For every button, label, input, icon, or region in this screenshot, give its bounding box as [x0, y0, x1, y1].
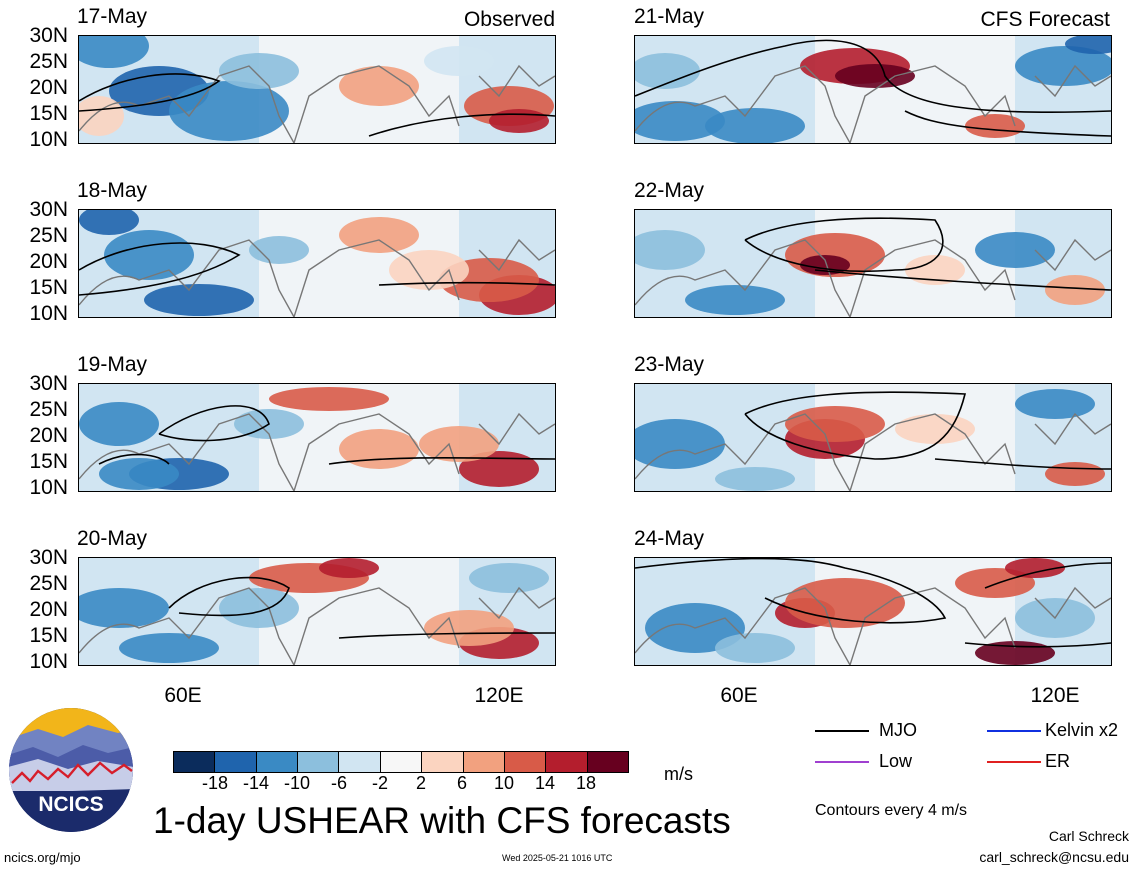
colorbar-tick: -6 — [330, 773, 347, 793]
legend: MJO Kelvin x2 Low ER — [815, 718, 1130, 778]
legend-swatch-low — [815, 761, 869, 763]
lat-label: 10N — [29, 476, 68, 499]
lat-labels-row4: 30N 25N 20N 15N 10N — [2, 546, 68, 673]
lat-label: 15N — [29, 450, 68, 473]
map-panel-24-may — [634, 557, 1112, 666]
colorbar-units: m/s — [664, 764, 693, 784]
panel-date-18-may: 18-May — [77, 179, 148, 202]
map-field-graphic — [635, 558, 1111, 665]
lon-label-60e-right: 60E — [720, 684, 758, 707]
lat-label: 25N — [29, 398, 68, 421]
lat-label: 25N — [29, 224, 68, 247]
lat-label: 15N — [29, 624, 68, 647]
footer-url[interactable]: ncics.org/mjo — [4, 850, 81, 865]
lat-label: 20N — [29, 598, 68, 621]
lat-label: 30N — [29, 198, 68, 221]
observed-tag: Observed — [463, 8, 555, 31]
map-field-graphic — [79, 384, 555, 491]
legend-swatch-er — [987, 761, 1041, 763]
map-field-graphic — [79, 558, 555, 665]
colorbar-tick-labels: -18 -14 -10 -6 -2 2 6 10 14 18 — [173, 773, 627, 795]
colorbar-tick: 6 — [456, 773, 467, 793]
ncics-logo-graphic: NCICS — [9, 708, 133, 832]
footer-author: Carl Schreck — [1048, 828, 1129, 844]
lat-labels-row2: 30N 25N 20N 15N 10N — [2, 198, 68, 325]
colorbar-swatch — [298, 752, 340, 772]
colorbar-swatch — [339, 752, 381, 772]
lat-labels-row3: 30N 25N 20N 15N 10N — [2, 372, 68, 499]
footer-email[interactable]: carl_schreck@ncsu.edu — [979, 849, 1129, 865]
lat-label: 30N — [29, 546, 68, 569]
logo-text: NCICS — [38, 793, 103, 816]
panel-date-17-may: 17-May — [77, 5, 148, 28]
panel-date-21-may: 21-May — [634, 5, 705, 28]
lon-label-120e-right: 120E — [1030, 684, 1080, 707]
colorbar-tick: -10 — [283, 773, 310, 793]
colorbar-swatch — [546, 752, 588, 772]
ncics-logo: NCICS — [8, 707, 134, 833]
lat-label: 10N — [29, 650, 68, 673]
legend-label-low: Low — [879, 751, 913, 771]
colorbar-tick: 10 — [493, 773, 515, 793]
lat-label: 10N — [29, 128, 68, 151]
legend-label-mjo: MJO — [879, 720, 917, 740]
map-field-graphic — [635, 384, 1111, 491]
lat-label: 25N — [29, 572, 68, 595]
lat-label: 20N — [29, 76, 68, 99]
figure-title: 1-day USHEAR with CFS forecasts — [153, 800, 731, 841]
footer-timestamp: Wed 2025-05-21 1016 UTC — [502, 853, 613, 863]
colorbar-tick: 2 — [415, 773, 426, 793]
colorbar-swatch — [256, 752, 299, 772]
lat-label: 30N — [29, 372, 68, 395]
lat-label: 20N — [29, 250, 68, 273]
lat-label: 15N — [29, 102, 68, 125]
colorbar-swatch — [174, 752, 216, 772]
colorbar-swatch — [215, 752, 257, 772]
panel-date-23-may: 23-May — [634, 353, 705, 376]
map-panel-22-may — [634, 209, 1112, 318]
lat-label: 15N — [29, 276, 68, 299]
legend-swatch-mjo — [815, 730, 869, 732]
panel-date-20-may: 20-May — [77, 527, 148, 550]
map-panel-19-may — [78, 383, 556, 492]
colorbar-swatch — [463, 752, 505, 772]
map-panel-23-may — [634, 383, 1112, 492]
colorbar-tick: 18 — [575, 773, 597, 793]
colorbar-swatch — [422, 752, 464, 772]
map-field-graphic — [79, 36, 555, 143]
lat-labels-row1: 30N 25N 20N 15N 10N — [2, 24, 68, 151]
colorbar-tick: 14 — [534, 773, 556, 793]
lon-label-120e-left: 120E — [474, 684, 524, 707]
legend-label-er: ER — [1045, 751, 1071, 771]
lat-label: 25N — [29, 50, 68, 73]
lat-label: 10N — [29, 302, 68, 325]
panel-date-22-may: 22-May — [634, 179, 705, 202]
panel-date-19-may: 19-May — [77, 353, 148, 376]
map-panel-20-may — [78, 557, 556, 666]
legend-swatch-kelvin — [987, 730, 1041, 732]
forecast-tag: CFS Forecast — [980, 8, 1110, 31]
map-panel-21-may — [634, 35, 1112, 144]
lat-label: 20N — [29, 424, 68, 447]
map-field-graphic — [79, 210, 555, 317]
map-panel-18-may — [78, 209, 556, 318]
map-field-graphic — [635, 210, 1111, 317]
colorbar-tick: -2 — [371, 773, 388, 793]
contour-note: Contours every 4 m/s — [815, 802, 968, 819]
panel-date-24-may: 24-May — [634, 527, 705, 550]
colorbar-tick: -14 — [242, 773, 269, 793]
legend-label-kelvin: Kelvin x2 — [1045, 720, 1119, 740]
colorbar-tick: -18 — [201, 773, 228, 793]
lon-label-60e-left: 60E — [164, 684, 202, 707]
colorbar — [173, 751, 629, 773]
map-field-graphic — [635, 36, 1111, 143]
colorbar-swatch — [587, 752, 628, 772]
colorbar-swatch — [504, 752, 547, 772]
colorbar-swatch — [380, 752, 423, 772]
map-panel-17-may — [78, 35, 556, 144]
lat-label: 30N — [29, 24, 68, 47]
